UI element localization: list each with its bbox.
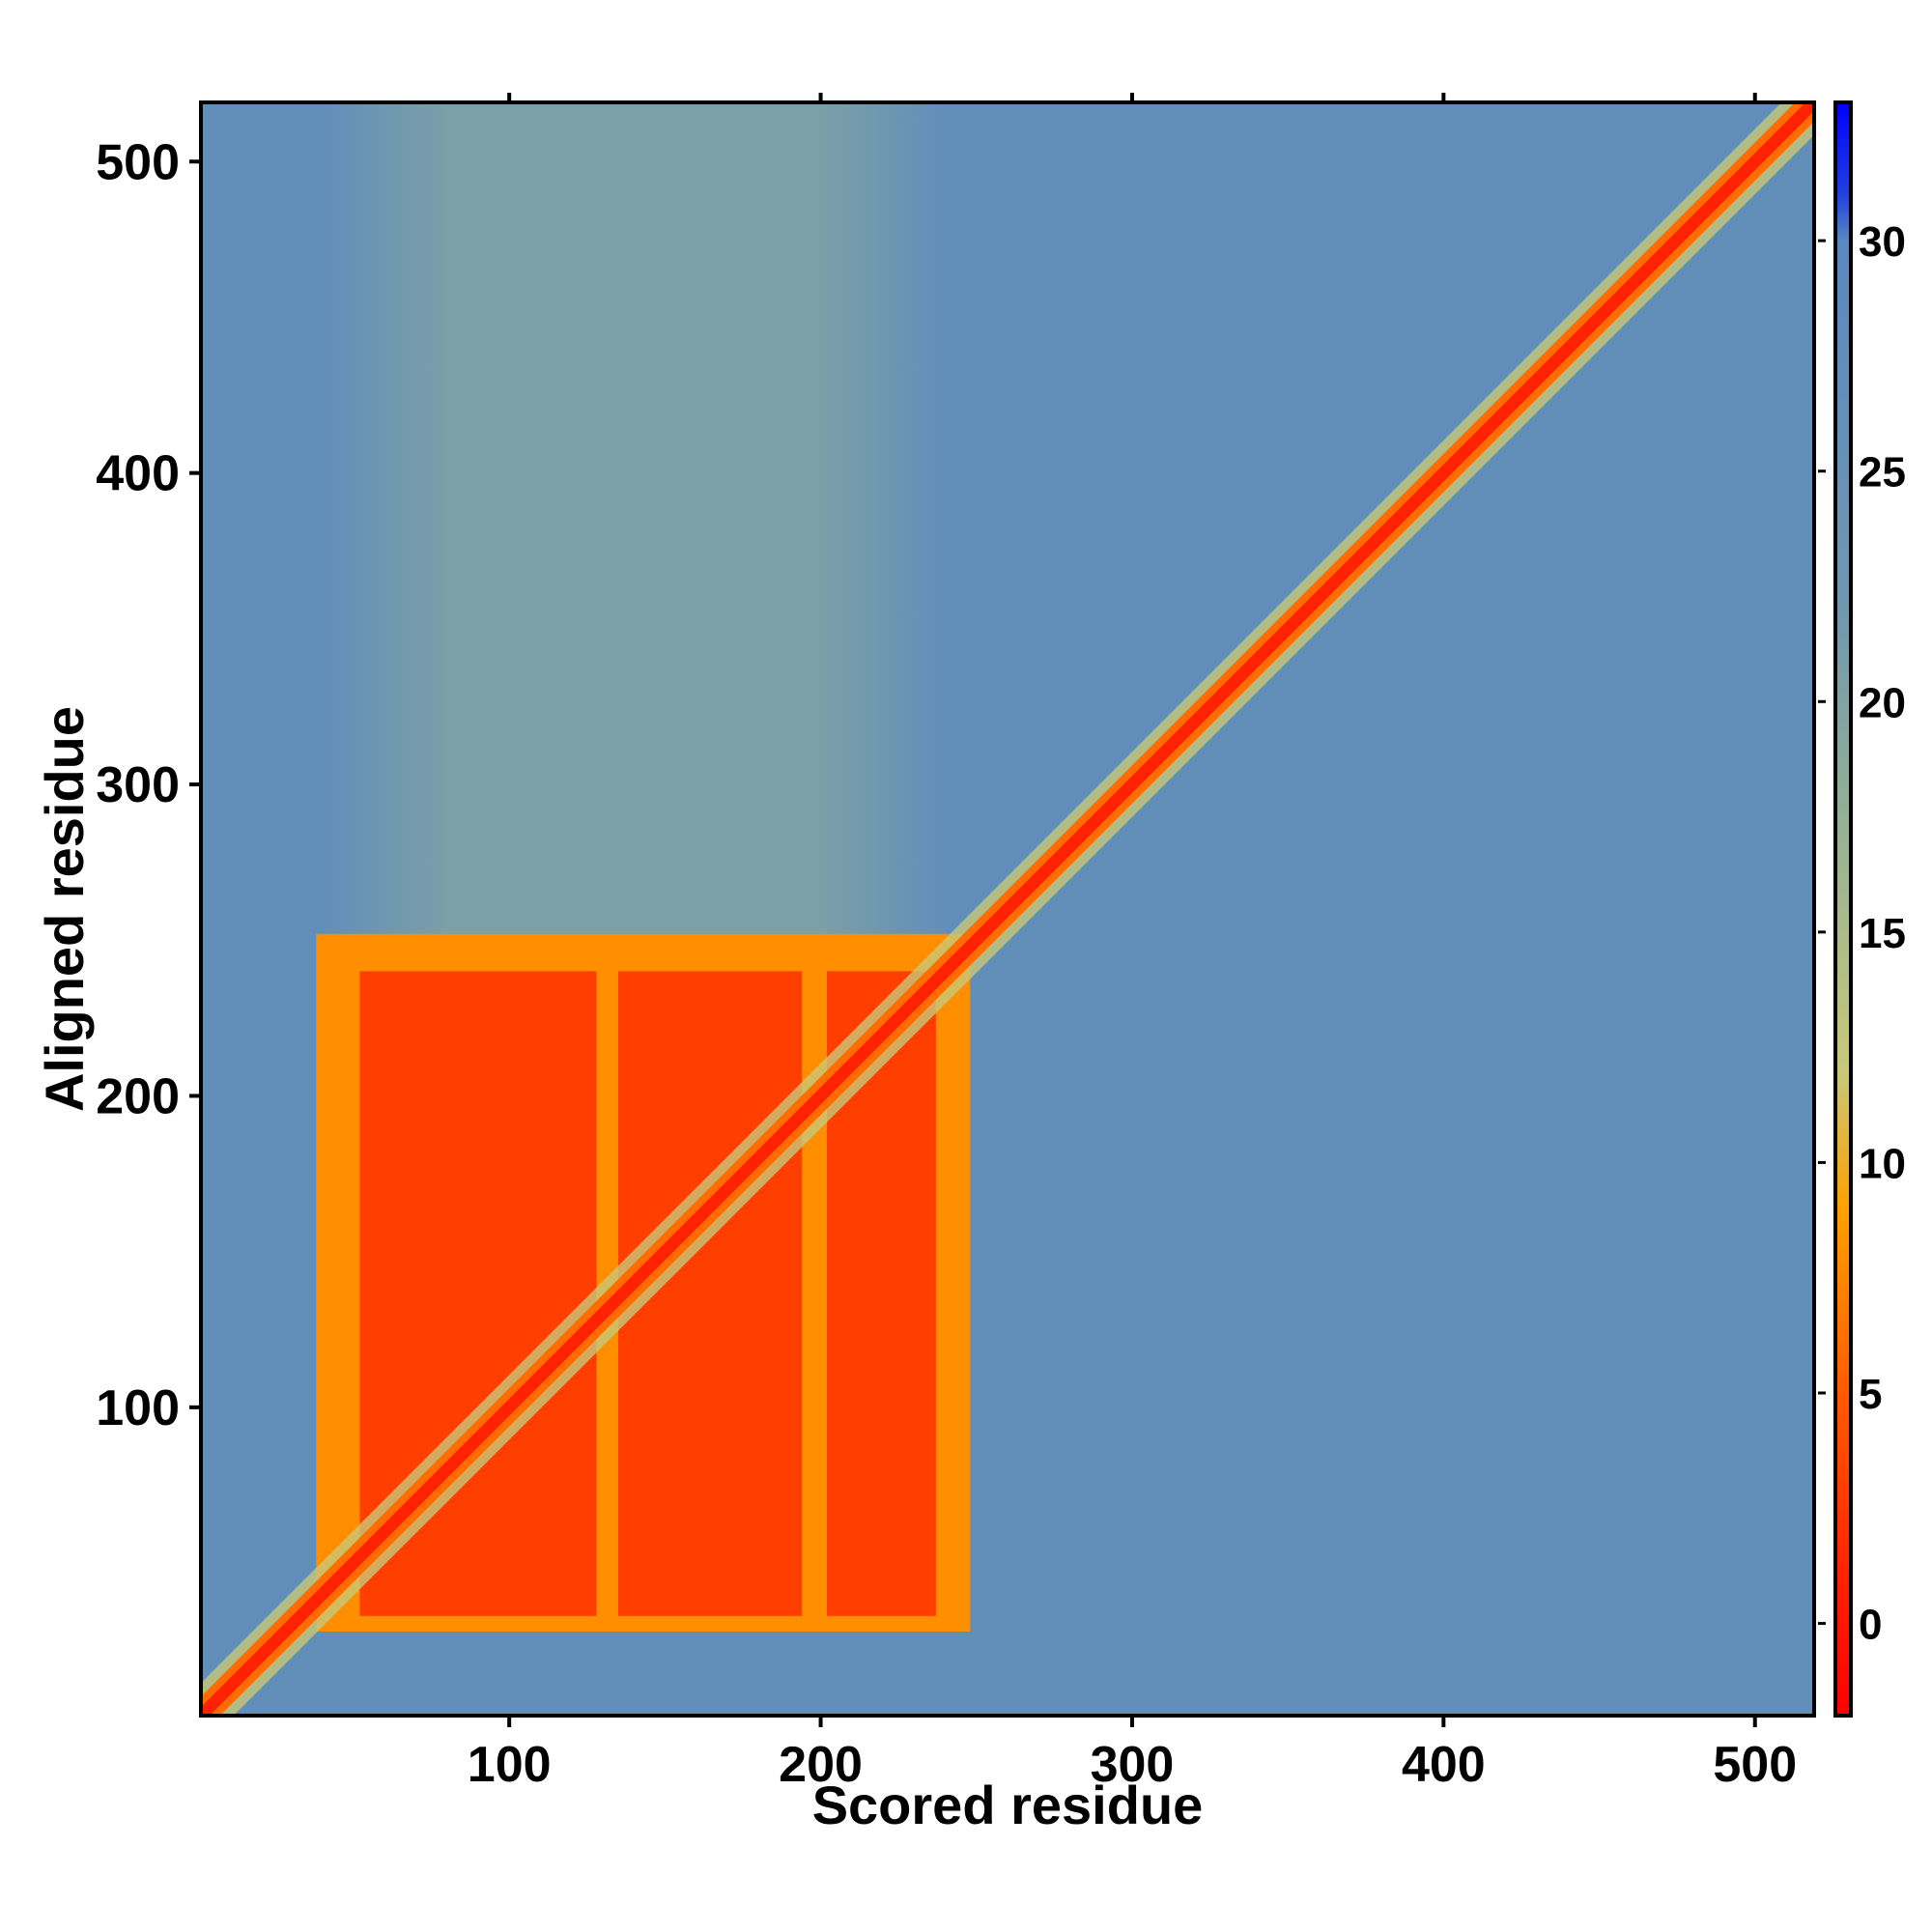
plot-frame <box>199 100 1816 1718</box>
colorbar-gradient <box>1833 100 1853 1718</box>
x-tick-label: 100 <box>468 1737 552 1793</box>
colorbar: 0 5 10 15 20 25 30 <box>1818 100 1906 1718</box>
y-axis-title: Aligned residue <box>34 706 95 1112</box>
x-tick-label: 200 <box>779 1737 863 1793</box>
colorbar-tick-label: 0 <box>1859 1602 1882 1649</box>
y-tick-label: 500 <box>96 134 180 190</box>
x-tick-label: 500 <box>1713 1737 1797 1793</box>
y-tick-label: 200 <box>96 1068 180 1124</box>
x-axis: 100 200 300 400 500 <box>468 93 1797 1793</box>
x-tick-label: 300 <box>1091 1737 1175 1793</box>
y-tick-label: 400 <box>96 446 180 502</box>
heatmap-area <box>201 102 1814 1716</box>
x-tick-label: 400 <box>1402 1737 1486 1793</box>
colorbar-tick-label: 30 <box>1859 218 1906 266</box>
colorbar-tick-label: 15 <box>1859 910 1906 957</box>
colorbar-tick-label: 20 <box>1859 679 1906 726</box>
y-axis: 100 200 300 400 500 <box>96 134 201 1436</box>
colorbar-tick-label: 5 <box>1859 1371 1882 1418</box>
colorbar-tick-label: 10 <box>1859 1140 1906 1187</box>
colorbar-tick-label: 25 <box>1859 449 1906 497</box>
y-tick-label: 300 <box>96 757 180 813</box>
x-axis-title: Scored residue <box>812 1775 1204 1835</box>
y-tick-label: 100 <box>96 1380 180 1436</box>
vertical-light-band <box>322 102 946 972</box>
colorbar-ticks: 0 5 10 15 20 25 30 <box>1818 218 1906 1649</box>
diagonal-core <box>201 102 1814 1716</box>
